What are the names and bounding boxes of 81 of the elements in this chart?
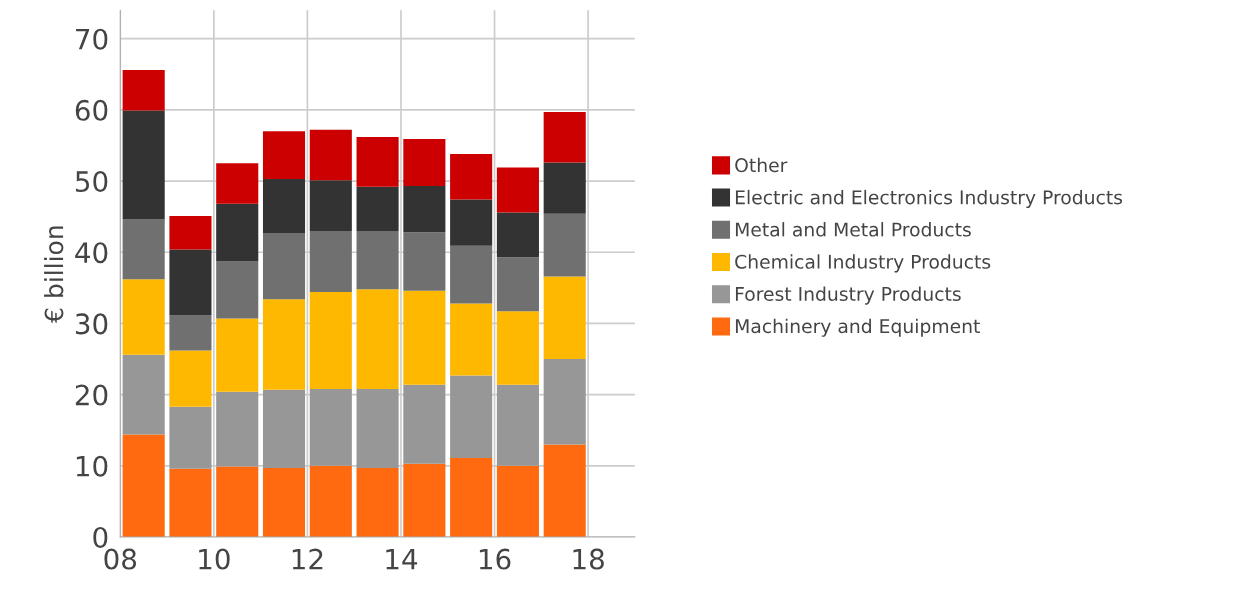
legend-label: Forest Industry Products — [735, 286, 961, 305]
bar — [496, 311, 539, 385]
bar — [216, 261, 259, 319]
bar — [309, 129, 352, 181]
bar — [403, 384, 446, 464]
x-tick-label: 10 — [199, 548, 230, 570]
bar — [543, 276, 586, 360]
bar — [450, 375, 493, 458]
bar — [450, 199, 493, 246]
x-tick-label: 08 — [104, 548, 137, 570]
bar — [450, 457, 493, 537]
y-tick-label: 0 — [93, 526, 108, 548]
bar — [262, 299, 306, 390]
bar — [309, 180, 352, 231]
bar — [216, 466, 259, 537]
y-tick-label: 30 — [75, 313, 108, 335]
bar — [403, 463, 446, 537]
y-tick-label: 20 — [75, 384, 108, 406]
bar — [122, 354, 165, 435]
bar — [169, 350, 212, 407]
y-tick-label: 10 — [76, 455, 108, 477]
bar — [543, 112, 586, 163]
legend-label: Electric and Electronics Industry Products — [735, 189, 1123, 209]
bar — [216, 318, 259, 392]
bar — [450, 154, 493, 200]
bar — [496, 212, 539, 258]
bar — [356, 230, 399, 290]
bar — [262, 233, 306, 300]
y-axis-title: € billion — [44, 226, 64, 323]
bar — [169, 468, 212, 537]
y-tick-label: 60 — [75, 99, 108, 121]
bar — [543, 162, 586, 214]
bar — [122, 219, 165, 280]
y-tick-label: 40 — [75, 242, 108, 264]
bar — [309, 230, 352, 293]
bar — [216, 391, 259, 467]
bar — [122, 279, 165, 355]
bar — [356, 467, 399, 537]
bar — [169, 249, 212, 316]
legend-label: Chemical Industry Products — [735, 254, 991, 273]
y-tick-label: 50 — [75, 171, 108, 193]
bar — [262, 131, 306, 179]
bar — [169, 315, 212, 351]
bar — [122, 70, 165, 111]
bar — [262, 389, 306, 468]
bar — [169, 406, 212, 469]
bar — [262, 467, 306, 537]
bar — [403, 139, 446, 187]
x-tick-label: 12 — [292, 548, 323, 570]
bar — [216, 163, 259, 204]
bar — [403, 290, 446, 385]
bar — [543, 359, 586, 445]
bar — [262, 178, 306, 234]
bar — [403, 186, 446, 233]
bar — [309, 465, 352, 537]
bar — [543, 213, 586, 277]
bar — [356, 186, 399, 231]
bar — [496, 384, 539, 466]
bar — [216, 203, 259, 262]
legend-label: Metal and Metal Products — [735, 222, 971, 237]
x-tick-label: 18 — [573, 548, 604, 570]
bar — [309, 388, 352, 466]
bar — [169, 215, 212, 250]
bar — [122, 434, 165, 537]
x-tick-label: 16 — [479, 548, 511, 570]
bar — [496, 465, 539, 537]
bar — [450, 245, 493, 304]
bar — [356, 289, 399, 389]
bar — [356, 136, 399, 187]
y-tick-label: 70 — [76, 28, 108, 50]
bar — [403, 232, 446, 291]
bar — [356, 388, 399, 468]
bar — [122, 110, 165, 220]
bar — [496, 167, 539, 213]
legend-label: Other — [735, 157, 788, 173]
x-tick-label: 14 — [386, 548, 418, 570]
legend-label: Machinery and Equipment — [735, 318, 980, 337]
bar — [309, 292, 352, 389]
bar — [450, 303, 493, 376]
bar — [543, 444, 586, 537]
bar — [496, 257, 539, 312]
